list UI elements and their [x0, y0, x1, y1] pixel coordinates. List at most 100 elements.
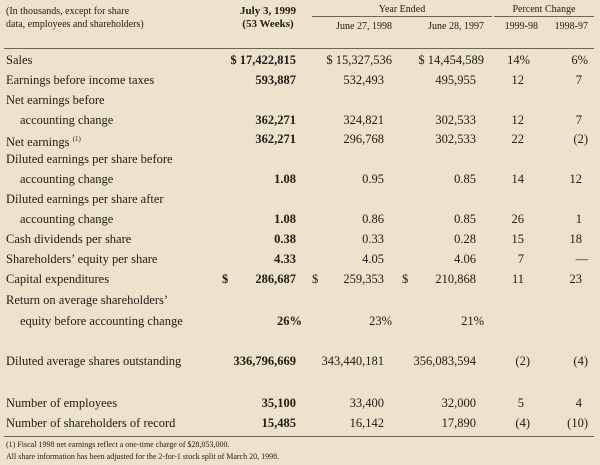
shareholders-1998: 16,142 [349, 416, 384, 430]
label-deps-before-l1: Diluted earnings per share before [6, 152, 173, 166]
deps-before-1997: 0.85 [454, 172, 476, 186]
capex-pct-a: 11 [511, 272, 524, 286]
unit-note-line2: data, employees and shareholders) [6, 19, 144, 30]
net-before-pct-a: 12 [511, 113, 525, 127]
capex-1997: 210,868 [435, 272, 476, 286]
footer-rule [4, 436, 594, 437]
label-net-earnings: Net earnings (1) [6, 135, 81, 149]
net-earnings-1999: 362,271 [255, 132, 296, 146]
employees-1997: 32,000 [441, 396, 476, 410]
deps-after-1998: 0.86 [362, 212, 384, 226]
footnote-mark: (1) [72, 135, 81, 143]
capex-1998: 259,353 [343, 272, 384, 286]
footnote-1: (1) Fiscal 1998 net earnings reflect a o… [6, 440, 230, 449]
label-capex: Capital expenditures [6, 272, 110, 286]
deps-before-pct-a: 14 [511, 172, 525, 186]
ebit-pct-a: 12 [511, 73, 525, 87]
capex-1997-currency: $ [402, 272, 409, 286]
label-deps-after-l2: accounting change [20, 212, 114, 226]
deps-after-pct-a: 26 [511, 212, 525, 226]
percent-change-rule [494, 16, 594, 17]
label-deps-after-l1: Diluted earnings per share after [6, 192, 164, 206]
footnote-2: All share information has been adjusted … [6, 452, 280, 461]
deps-after-1997: 0.85 [454, 212, 476, 226]
sales-pct-a: 14% [507, 53, 530, 67]
dividends-1997: 0.28 [454, 232, 476, 246]
sales-pct-b: 6% [571, 53, 588, 67]
roe-1997: 21% [461, 314, 484, 328]
label-employees: Number of employees [6, 396, 118, 410]
col-1999-weeks: (53 Weeks) [242, 18, 294, 30]
deps-before-1998: 0.95 [362, 172, 384, 186]
label-roe-l2: equity before accounting change [20, 314, 183, 328]
pct-col-1999-98: 1999-98 [504, 21, 538, 32]
shareholders-pct-a: (4) [515, 416, 530, 430]
dividends-1998: 0.33 [362, 232, 384, 246]
employees-pct-a: 5 [517, 396, 524, 410]
deps-before-1999: 1.08 [274, 172, 296, 186]
pct-col-1998-97: 1998-97 [554, 21, 588, 32]
capex-1998-currency: $ [312, 272, 319, 286]
roe-1999: 26% [277, 314, 302, 328]
deps-before-pct-b: 12 [569, 172, 583, 186]
deps-after-pct-b: 1 [575, 212, 582, 226]
equity-1997: 4.06 [454, 252, 476, 266]
net-before-1999: 362,271 [255, 113, 296, 127]
sales-1999: $ 17,422,815 [230, 53, 296, 67]
label-dividends: Cash dividends per share [6, 232, 132, 246]
shareholders-1999: 15,485 [261, 416, 296, 430]
label-sales: Sales [6, 53, 33, 67]
label-net-before-l2: accounting change [20, 113, 114, 127]
equity-1999: 4.33 [274, 252, 296, 266]
dividends-pct-b: 18 [569, 232, 583, 246]
net-earnings-1998: 296,768 [343, 132, 384, 146]
sales-1997: $ 14,454,589 [418, 53, 484, 67]
ebit-1999: 593,887 [255, 73, 296, 87]
label-deps-before-l2: accounting change [20, 172, 114, 186]
shareholders-pct-b: (10) [567, 416, 588, 430]
employees-1998: 33,400 [349, 396, 384, 410]
year-ended-rule [312, 16, 492, 17]
net-before-1997: 302,533 [435, 113, 476, 127]
deps-after-1999: 1.08 [274, 212, 296, 226]
dividends-pct-a: 15 [511, 232, 525, 246]
col-1998-date: June 27, 1998 [336, 21, 392, 32]
header-rule [4, 48, 594, 49]
capex-1999-currency: $ [222, 272, 229, 286]
employees-1999: 35,100 [261, 396, 296, 410]
ebit-1997: 495,955 [435, 73, 476, 87]
employees-pct-b: 4 [575, 396, 582, 410]
ebit-1998: 532,493 [343, 73, 384, 87]
capex-1999: 286,687 [255, 272, 296, 286]
equity-pct-b: — [575, 252, 589, 266]
label-net-before-l1: Net earnings before [6, 93, 105, 107]
year-ended-label: Year Ended [378, 4, 426, 15]
net-before-pct-b: 7 [575, 113, 582, 127]
equity-1998: 4.05 [362, 252, 384, 266]
net-before-1998: 324,821 [343, 113, 384, 127]
net-earnings-1997: 302,533 [435, 132, 476, 146]
net-earnings-pct-b: (2) [573, 132, 588, 146]
col-1997-date: June 28, 1997 [428, 21, 484, 32]
shares-pct-a: (2) [515, 354, 530, 368]
net-earnings-pct-a: 22 [511, 132, 525, 146]
shares-pct-b: (4) [573, 354, 588, 368]
equity-pct-a: 7 [517, 252, 524, 266]
dividends-1999: 0.38 [274, 232, 296, 246]
label-equity: Shareholders’ equity per share [6, 252, 158, 266]
ebit-pct-b: 7 [575, 73, 582, 87]
sales-1998: $ 15,327,536 [326, 53, 392, 67]
unit-note-line1: (In thousands, except for share [6, 6, 130, 17]
label-ebit: Earnings before income taxes [6, 73, 155, 87]
roe-1998: 23% [369, 314, 392, 328]
shares-1999: 336,796,669 [233, 354, 297, 368]
label-roe-l1: Return on average shareholders’ [6, 293, 169, 307]
shares-1998: 343,440,181 [321, 354, 385, 368]
label-shares: Diluted average shares outstanding [6, 354, 182, 368]
percent-change-label: Percent Change [512, 4, 576, 15]
shareholders-1997: 17,890 [441, 416, 476, 430]
col-1999-date: July 3, 1999 [240, 5, 296, 17]
capex-pct-b: 23 [569, 272, 583, 286]
label-shareholders: Number of shareholders of record [6, 416, 176, 430]
